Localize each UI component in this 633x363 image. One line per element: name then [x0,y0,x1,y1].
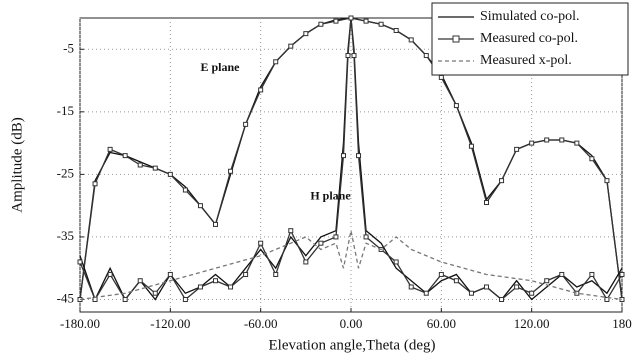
data-point [544,278,550,284]
data-point [122,153,128,159]
y-tick-label: -45 [57,290,74,305]
data-point [514,146,520,152]
data-point [468,290,474,296]
data-point [468,143,474,149]
annotation: H plane [310,189,351,203]
data-point [393,28,399,34]
data-point [340,153,346,159]
data-point [243,121,249,127]
data-point [137,162,143,168]
data-point [318,21,324,27]
data-point [197,284,203,290]
data-point [152,290,158,296]
data-point [544,137,550,143]
data-point [378,21,384,27]
data-point [559,271,565,277]
data-point [529,290,535,296]
data-point [228,168,234,174]
x-tick-label: -120.00 [150,316,190,331]
y-tick-label: -5 [63,40,74,55]
data-point [453,278,459,284]
x-tick-label: 0.00 [340,316,363,331]
x-tick-label: -60.00 [244,316,278,331]
series-line [79,230,623,301]
y-tick-label: -15 [57,103,74,118]
data-point [152,165,158,171]
data-point [288,228,294,234]
data-point [408,37,414,43]
data-point [258,240,264,246]
data-point [348,15,354,21]
data-point [574,140,580,146]
data-point [92,296,98,302]
annotation: E plane [200,60,240,74]
y-axis-label: Amplitude (dB) [9,117,25,212]
data-point [92,181,98,187]
y-tick-label: -35 [57,228,74,243]
data-point [273,271,279,277]
data-point [333,234,339,240]
data-point [589,156,595,162]
legend-marker [452,35,460,43]
data-point [303,31,309,37]
y-tick-label: -25 [57,165,74,180]
data-point [499,178,505,184]
data-point [589,271,595,277]
data-point [514,284,520,290]
x-tick-label: 120.00 [514,316,550,331]
data-point [228,284,234,290]
data-point [258,87,264,93]
data-point [351,53,357,59]
data-point [438,271,444,277]
data-point [438,74,444,80]
data-point [363,234,369,240]
legend-label: Simulated co-pol. [480,9,580,24]
data-point [345,53,351,59]
data-point [288,43,294,49]
data-point [107,271,113,277]
data-point [363,18,369,24]
data-point [604,178,610,184]
data-point [393,259,399,265]
x-tick-label: -180.00 [60,316,100,331]
data-point [408,284,414,290]
data-point [213,221,218,227]
data-point [356,153,362,159]
data-point [303,259,309,265]
data-point [167,171,173,177]
data-point [182,187,188,193]
x-tick-label: 60.00 [427,316,456,331]
data-point [453,103,459,109]
data-point [137,278,143,284]
data-point [484,284,489,290]
x-tick-label: 180 [612,316,632,331]
data-point [529,140,535,146]
data-point [333,18,339,24]
legend-label: Measured x-pol. [480,53,572,68]
data-point [243,271,249,277]
data-point [318,240,324,246]
data-point [484,200,489,206]
data-point [213,278,218,284]
data-point [423,53,429,59]
data-point [604,296,610,302]
data-point [182,296,188,302]
data-point [619,271,625,277]
data-point [77,259,83,265]
data-point [167,271,173,277]
data-point [273,59,279,65]
data-point [122,296,128,302]
data-point [499,296,505,302]
x-axis-label: Elevation angle,Theta (deg) [268,337,435,353]
data-point [197,203,203,209]
data-point [559,137,565,143]
legend-label: Measured co-pol. [480,31,578,46]
data-point [107,146,113,152]
data-point [423,290,429,296]
